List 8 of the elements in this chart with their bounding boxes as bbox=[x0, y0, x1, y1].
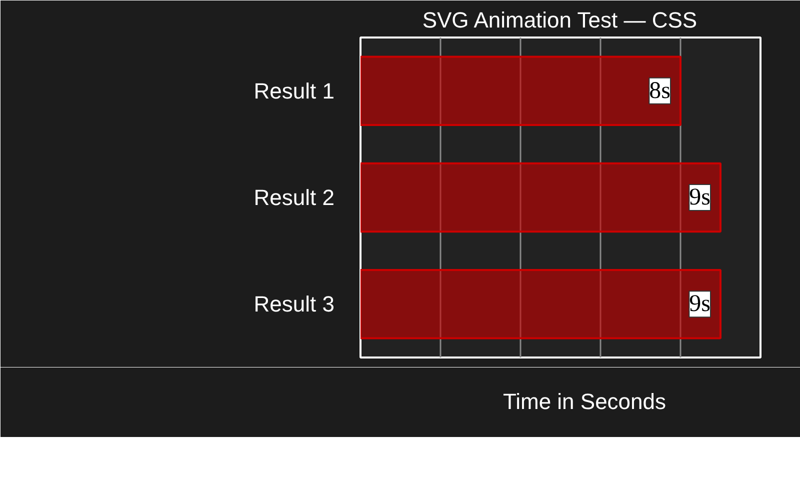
data-label: 8s bbox=[649, 78, 671, 104]
data-label: 9s bbox=[689, 291, 711, 318]
data-label: 9s bbox=[689, 184, 711, 210]
text: Time in Seconds bbox=[502, 389, 666, 415]
y-tick-label: Result 2 bbox=[254, 185, 335, 210]
y-tick-label: Result 1 bbox=[254, 78, 335, 104]
y-tick-label: Result 3 bbox=[254, 292, 335, 317]
chart-title: SVG Animation Test — CSS bbox=[422, 8, 698, 32]
